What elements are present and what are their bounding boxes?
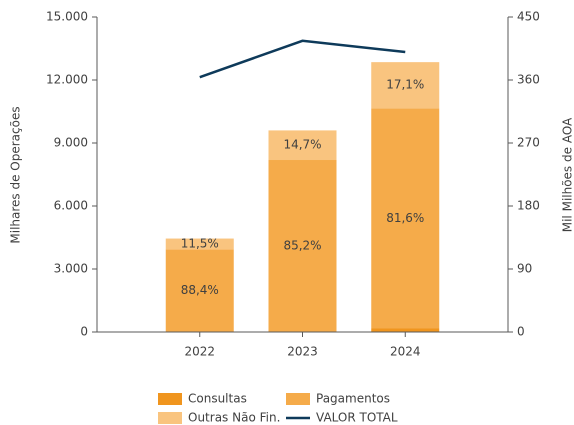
y2-axis-label: Mil Milhões de AOA: [561, 117, 574, 232]
y-tick-label: 0: [80, 325, 88, 339]
y2-tick-label: 360: [517, 73, 540, 87]
segment-label: 14,7%: [283, 138, 321, 152]
x-tick-label: 2022: [184, 345, 215, 359]
bar-segment: [165, 238, 234, 250]
y-tick-label: 6.000: [54, 199, 88, 213]
legend-label: Pagamentos: [316, 392, 390, 406]
y-tick-label: 3.000: [54, 262, 88, 276]
legend-label: Outras Não Fin.: [188, 411, 280, 425]
legend-label: VALOR TOTAL: [316, 411, 398, 425]
legend-swatch: [158, 393, 182, 405]
bar-segment: [371, 62, 440, 109]
y2-tick-label: 180: [517, 199, 540, 213]
bar-segment: [371, 108, 440, 329]
y-tick-label: 12.000: [46, 73, 88, 87]
y2-tick-label: 90: [517, 262, 532, 276]
y-axis-label: Milhares de Operações: [9, 106, 23, 243]
bar-segment: [268, 130, 337, 161]
bar-segment: [165, 249, 234, 332]
y-tick-label: 15.000: [46, 10, 88, 24]
x-tick-label: 2024: [390, 345, 421, 359]
y2-tick-label: 270: [517, 136, 540, 150]
x-tick-label: 2023: [287, 345, 318, 359]
segment-label: 85,2%: [283, 238, 321, 252]
segment-label: 88,4%: [181, 283, 219, 297]
y2-tick-label: 0: [517, 325, 525, 339]
legend-label: Consultas: [188, 392, 247, 406]
y-tick-label: 9.000: [54, 136, 88, 150]
legend-swatch: [158, 412, 182, 424]
legend-swatch: [286, 393, 310, 405]
segment-label: 17,1%: [386, 78, 424, 92]
y2-tick-label: 450: [517, 10, 540, 24]
bar-segment: [371, 328, 440, 332]
segment-label: 11,5%: [181, 236, 219, 250]
bar-segment: [268, 160, 337, 332]
segment-label: 81,6%: [386, 211, 424, 225]
line: [199, 39, 406, 79]
